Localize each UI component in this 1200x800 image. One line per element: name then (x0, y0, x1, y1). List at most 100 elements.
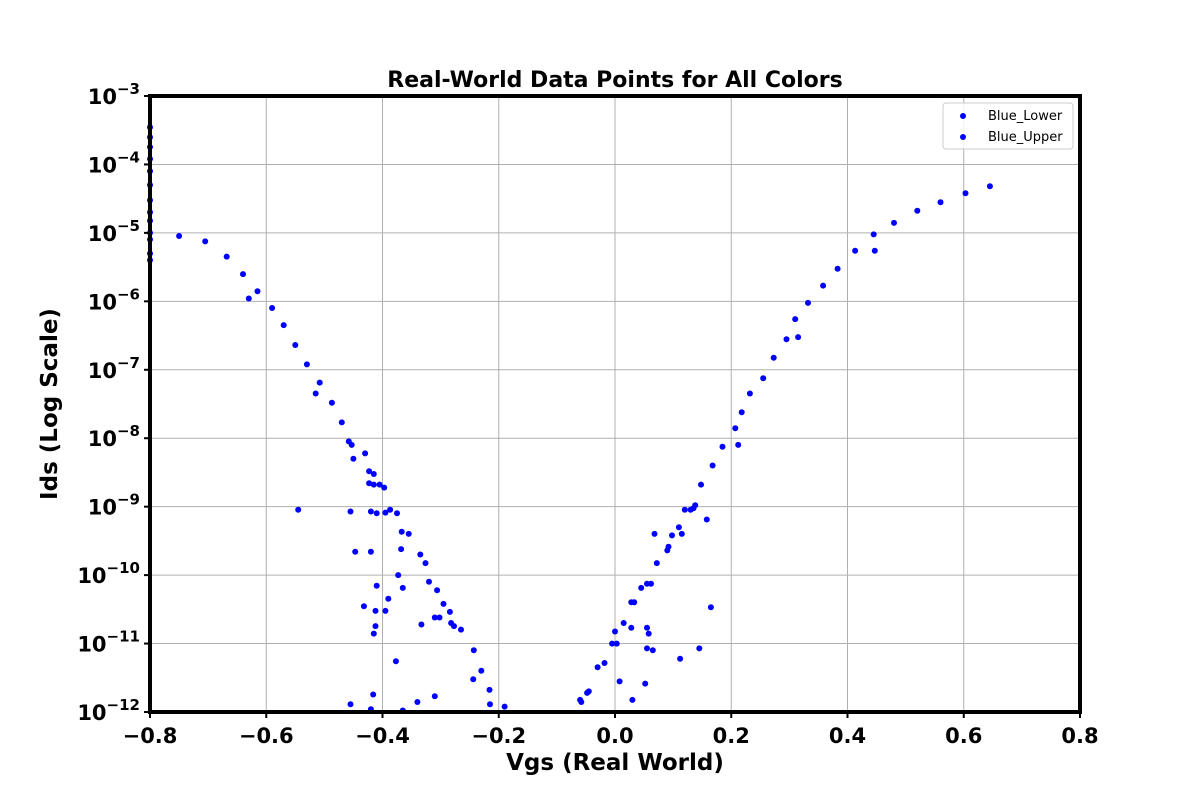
data-point (707, 604, 714, 611)
x-tick-label: 0.4 (829, 724, 866, 748)
data-point (202, 238, 209, 245)
data-point (382, 509, 389, 516)
data-point (440, 600, 447, 607)
data-point (352, 548, 359, 555)
data-point (392, 658, 399, 665)
data-point (871, 247, 878, 254)
data-point (398, 546, 405, 553)
data-point (709, 462, 716, 469)
data-point (395, 572, 402, 579)
legend-entry-blue-lower: Blue_Lower (988, 109, 1063, 124)
data-point (405, 530, 412, 537)
data-point (347, 701, 354, 708)
data-point (820, 282, 827, 289)
x-tick-label: −0.2 (471, 724, 526, 748)
data-point (612, 628, 618, 635)
data-point (373, 582, 380, 589)
data-point (649, 647, 656, 654)
data-point (312, 390, 319, 397)
data-point (387, 506, 394, 513)
y-tick-label: 10−10 (77, 559, 140, 588)
data-point (675, 524, 682, 531)
x-tick-label: 0.8 (1061, 724, 1098, 748)
legend-marker-blue-lower (960, 113, 966, 119)
data-point (316, 379, 323, 386)
data-point (292, 342, 299, 348)
data-point (372, 623, 379, 630)
x-tick-label: −0.4 (355, 724, 410, 748)
data-point (644, 624, 650, 631)
data-point (350, 455, 357, 462)
chart-title: Real-World Data Points for All Colors (387, 68, 842, 93)
data-point (834, 265, 841, 272)
data-point (347, 508, 354, 515)
data-point (692, 502, 699, 509)
data-point (937, 199, 944, 206)
data-point (891, 219, 897, 226)
data-point (746, 390, 753, 397)
data-point (458, 626, 464, 633)
y-tick-label: 10−7 (88, 354, 140, 383)
data-point (653, 560, 660, 567)
data-point (417, 551, 424, 558)
data-point (703, 516, 710, 523)
data-point (367, 508, 374, 515)
data-point (601, 660, 608, 666)
y-tick-label: 10−4 (88, 148, 140, 177)
data-point (382, 607, 389, 614)
data-point (487, 701, 493, 708)
data-point (719, 443, 726, 450)
data-point (986, 183, 993, 190)
data-point (792, 316, 799, 323)
data-point (370, 481, 377, 488)
data-point (629, 696, 636, 703)
y-tick-label: 10−12 (77, 696, 140, 725)
data-point (362, 450, 369, 457)
data-point (436, 614, 443, 621)
x-tick-label: 0.2 (713, 724, 750, 748)
data-point (805, 299, 811, 306)
data-point (223, 253, 230, 260)
data-point (770, 354, 777, 361)
data-point (631, 599, 638, 606)
data-point (628, 624, 635, 631)
x-tick-label: 0.0 (596, 724, 633, 748)
y-axis-ticks: 10−12 10−11 10−10 10−9 10−8 10−7 10−6 10−5 10−4 1… (77, 80, 150, 725)
data-point (651, 530, 658, 537)
data-point (269, 305, 276, 311)
y-tick-label: 10−5 (88, 217, 140, 246)
data-point (616, 678, 623, 685)
y-tick-label: 10−3 (88, 80, 140, 109)
data-point (451, 623, 457, 630)
data-point (681, 506, 688, 513)
legend: Blue_Lower Blue_Upper (942, 102, 1074, 150)
data-point (418, 621, 425, 628)
data-point (303, 361, 310, 368)
data-point (642, 680, 649, 687)
data-point (852, 247, 859, 254)
data-point (735, 441, 742, 448)
series-blue-lower (147, 124, 508, 710)
data-point (594, 664, 601, 671)
data-point (422, 560, 429, 567)
data-point (914, 207, 921, 214)
data-point (783, 336, 790, 343)
data-point (240, 271, 246, 278)
data-point (254, 288, 261, 295)
data-point (578, 699, 585, 705)
data-point (446, 608, 453, 615)
data-point (620, 620, 627, 626)
y-axis-label: Ids (Log Scale) (37, 308, 63, 500)
data-point (295, 506, 302, 513)
data-point (470, 676, 477, 683)
data-point (638, 584, 645, 591)
data-point (677, 655, 684, 662)
data-point (478, 667, 485, 674)
data-point (585, 688, 592, 695)
data-point (370, 471, 377, 477)
data-point (372, 607, 379, 614)
data-point (373, 510, 380, 517)
data-point (348, 441, 355, 448)
data-point (962, 190, 969, 197)
